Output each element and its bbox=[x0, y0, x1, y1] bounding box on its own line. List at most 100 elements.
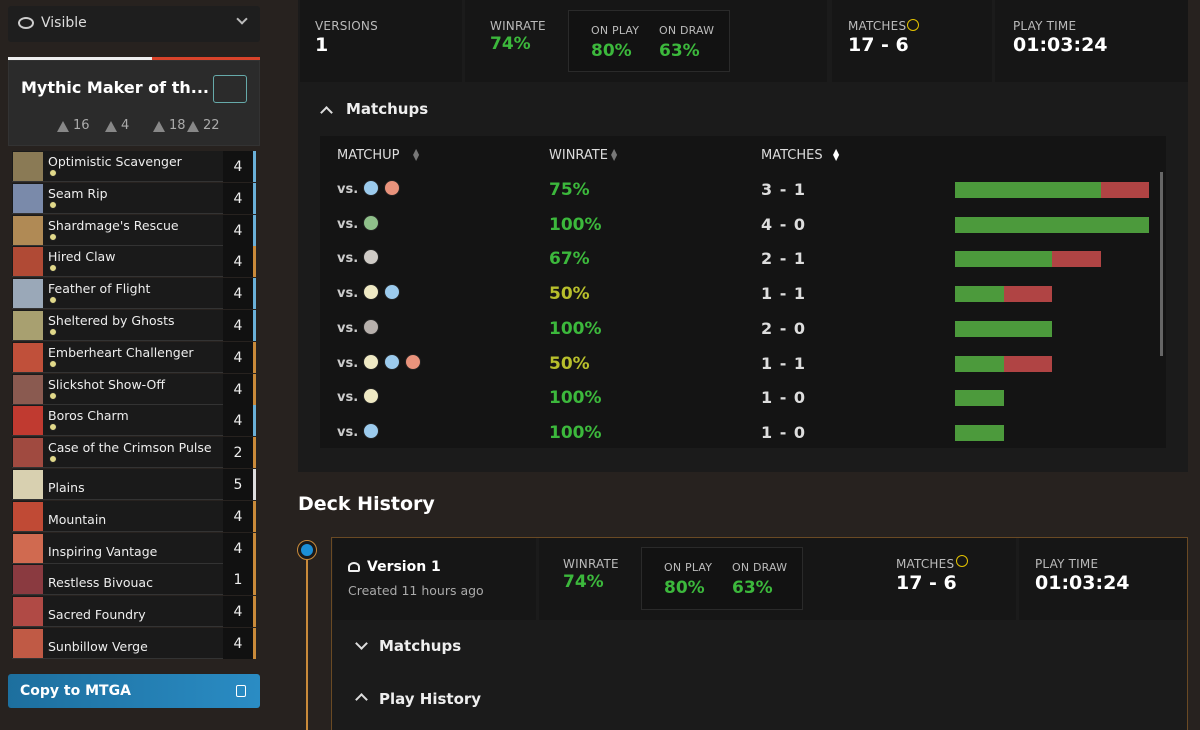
card-row[interactable]: Plains 5 bbox=[12, 469, 256, 500]
count-box bbox=[223, 596, 253, 628]
card-name: Restless Bivouac bbox=[48, 575, 153, 591]
card-art bbox=[13, 629, 43, 658]
mana-icon bbox=[363, 422, 379, 439]
matchup-record: 1 - 0 bbox=[761, 422, 807, 442]
matchup-record: 2 - 0 bbox=[761, 318, 807, 338]
count-box bbox=[223, 469, 253, 500]
card-row[interactable]: Sunbillow Verge 4 bbox=[12, 628, 256, 659]
stat-value: 80% bbox=[664, 578, 705, 598]
mana-icon bbox=[49, 200, 57, 209]
type-icon bbox=[187, 121, 199, 132]
stat-value: 01:03:24 bbox=[1013, 34, 1108, 56]
card-name: Seam Rip bbox=[48, 185, 108, 201]
card-count: 4 bbox=[233, 604, 243, 621]
card-name: Hired Claw bbox=[48, 249, 116, 265]
column-header[interactable]: MATCHUP bbox=[337, 148, 400, 163]
card-art bbox=[13, 279, 43, 309]
column-header[interactable]: MATCHES bbox=[761, 148, 823, 163]
card-row[interactable]: Inspiring Vantage 4 bbox=[12, 532, 256, 564]
stat-value: 1 bbox=[315, 34, 329, 56]
card-name: Case of the Crimson Pulse bbox=[48, 440, 212, 456]
count-box bbox=[223, 278, 253, 310]
card-row[interactable]: Slickshot Show-Off 4 bbox=[12, 373, 256, 405]
stat-box: PLAY TIME 01:03:24 bbox=[1019, 538, 1187, 620]
count-box bbox=[223, 373, 253, 405]
mana-icon bbox=[363, 249, 379, 266]
matchup-record: 4 - 0 bbox=[761, 214, 807, 234]
card-name: Sheltered by Ghosts bbox=[48, 313, 175, 328]
card-row[interactable]: Feather of Flight 4 bbox=[12, 278, 256, 310]
stat-value: 63% bbox=[659, 41, 700, 61]
loss-bar bbox=[1100, 182, 1149, 198]
card-row[interactable]: Restless Bivouac 1 bbox=[12, 564, 256, 596]
matchups-table: MATCHUP ▲ ▼ WINRATE ▲ ▼ MATCHES ▲ ▼ vs. 75% 3 - 1 vs… bbox=[320, 136, 1166, 448]
color-stripe bbox=[253, 310, 256, 341]
matchup-prefix: vs. bbox=[337, 286, 359, 302]
card-row[interactable]: Boros Charm 4 bbox=[12, 405, 256, 437]
card-row[interactable]: Hired Claw 4 bbox=[12, 246, 256, 278]
section-title[interactable]: Matchups bbox=[346, 100, 429, 118]
matchups-panel: Matchups MATCHUP ▲ ▼ WINRATE ▲ ▼ MATCHES ▲ ▼ vs. 75… bbox=[298, 84, 1188, 472]
color-stripe bbox=[253, 278, 256, 310]
count-box bbox=[223, 564, 253, 596]
card-art bbox=[13, 501, 43, 531]
type-count: 4 bbox=[121, 118, 130, 133]
count-box bbox=[223, 500, 253, 532]
card-art bbox=[13, 215, 43, 245]
mana-icon bbox=[363, 353, 379, 370]
mana-icon bbox=[363, 180, 379, 196]
color-stripe bbox=[253, 532, 256, 564]
card-name: Sunbillow Verge bbox=[48, 639, 148, 654]
mana-icon bbox=[49, 296, 57, 305]
section-title[interactable]: Play History bbox=[379, 690, 482, 708]
win-bar bbox=[955, 251, 1052, 268]
section-title[interactable]: Matchups bbox=[379, 637, 462, 655]
card-row[interactable]: Shardmage's Rescue 4 bbox=[12, 214, 256, 246]
card-name: Optimistic Scavenger bbox=[48, 154, 182, 169]
collapse-chevron bbox=[320, 106, 333, 119]
count-box bbox=[223, 182, 253, 214]
count-box bbox=[223, 341, 253, 373]
version-created: Created 11 hours ago bbox=[348, 583, 484, 598]
matchup-record: 1 - 0 bbox=[761, 388, 807, 408]
color-stripe bbox=[253, 500, 256, 532]
card-row[interactable]: Emberheart Challenger 4 bbox=[12, 341, 256, 373]
matchup-winrate: 100% bbox=[549, 388, 602, 409]
sort-icon: ▲ ▼ bbox=[611, 147, 618, 162]
mana-icon bbox=[363, 388, 379, 405]
card-row[interactable]: Optimistic Scavenger 4 bbox=[12, 151, 256, 182]
copy-icon-button[interactable] bbox=[213, 75, 247, 103]
card-art bbox=[13, 406, 43, 436]
color-stripe bbox=[253, 437, 256, 469]
card-row[interactable]: Case of the Crimson Pulse 2 bbox=[12, 437, 256, 469]
type-icon bbox=[57, 121, 69, 132]
win-bar bbox=[955, 182, 1101, 198]
copy-button[interactable]: Copy to MTGA bbox=[8, 674, 260, 708]
card-name: Boros Charm bbox=[48, 408, 129, 424]
visibility-dropdown[interactable]: Visible bbox=[8, 6, 260, 42]
win-bar bbox=[955, 216, 1149, 233]
progress-white bbox=[8, 57, 152, 60]
color-stripe bbox=[253, 246, 256, 278]
column-header[interactable]: WINRATE bbox=[549, 148, 608, 163]
loss-bar bbox=[1052, 251, 1101, 268]
card-name: Plains bbox=[48, 480, 85, 495]
eye-icon bbox=[18, 17, 34, 29]
card-row[interactable]: Sacred Foundry 4 bbox=[12, 596, 256, 628]
card-row[interactable]: Seam Rip 4 bbox=[12, 182, 256, 214]
color-stripe bbox=[253, 182, 256, 214]
card-row[interactable]: Mountain 4 bbox=[12, 500, 256, 532]
type-icon bbox=[105, 121, 117, 132]
stat-value: 74% bbox=[490, 34, 531, 54]
card-row[interactable]: Sheltered by Ghosts 4 bbox=[12, 310, 256, 341]
mana-icon bbox=[384, 180, 400, 196]
stat-value: 17 - 6 bbox=[848, 34, 909, 56]
mana-icon bbox=[49, 359, 57, 368]
win-bar bbox=[955, 286, 1004, 303]
stat-label: ON PLAY bbox=[664, 561, 713, 574]
stat-label: PLAY TIME bbox=[1013, 19, 1077, 33]
card-art bbox=[13, 374, 43, 404]
stat-box bbox=[333, 538, 536, 620]
color-stripe bbox=[253, 151, 256, 182]
